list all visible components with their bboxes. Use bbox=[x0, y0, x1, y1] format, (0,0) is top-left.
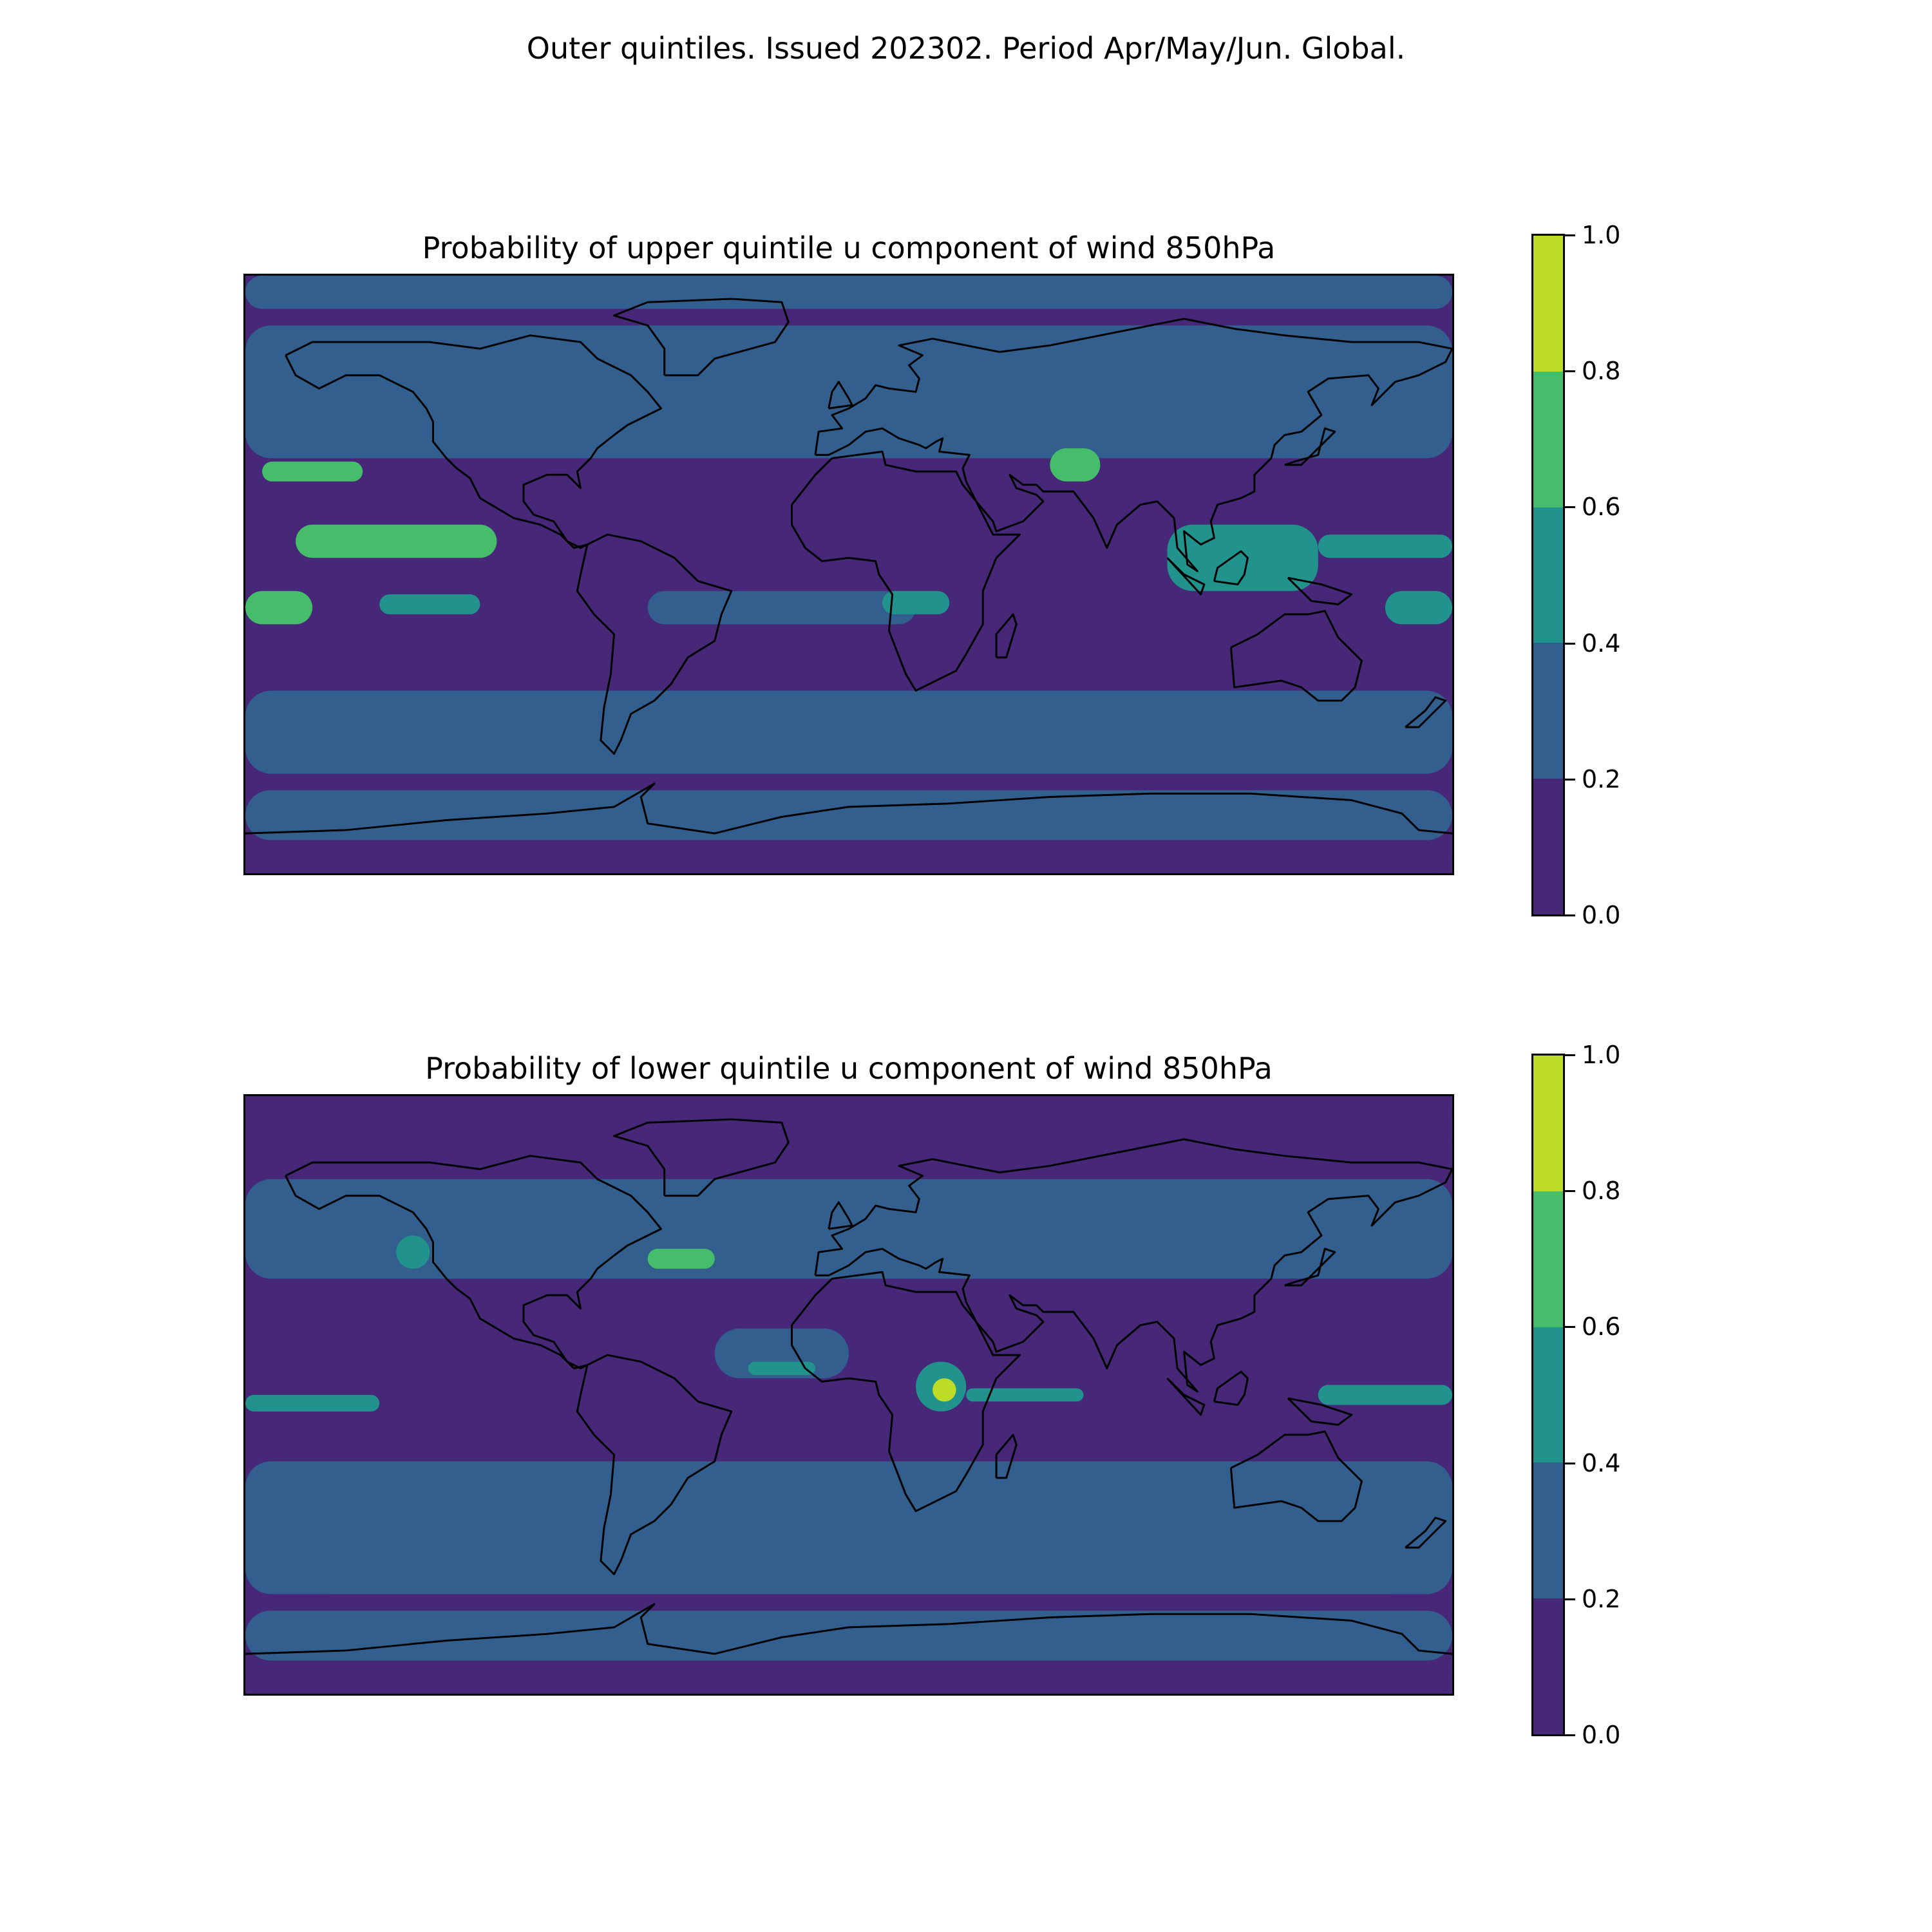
upper-coastline-9 bbox=[1166, 557, 1206, 596]
upper-coastline-1 bbox=[576, 533, 733, 755]
upper-quintile-map bbox=[243, 274, 1454, 875]
upper-coastline-4 bbox=[814, 317, 1452, 573]
upper-probability-region-7 bbox=[647, 591, 916, 625]
upper-coastline-3 bbox=[790, 450, 1021, 692]
lower-probability-region-0 bbox=[245, 1096, 1452, 1146]
lower-coastline-12 bbox=[1405, 1517, 1447, 1549]
upper-probability-region-15 bbox=[245, 840, 1452, 873]
upper-colorbar-segment-1 bbox=[1533, 643, 1563, 779]
upper-colorbar-tick-label: 0.0 bbox=[1582, 901, 1621, 929]
lower-colorbar-tick-label: 0.6 bbox=[1582, 1312, 1621, 1341]
lower-coastline-13 bbox=[995, 1434, 1018, 1479]
upper-colorbar-tick-label: 0.8 bbox=[1582, 357, 1621, 386]
upper-coastline-5 bbox=[1229, 610, 1363, 702]
lower-probability-region-8 bbox=[966, 1388, 1084, 1402]
lower-colorbar-tick-label: 0.8 bbox=[1582, 1177, 1621, 1206]
upper-colorbar-tick-label: 0.4 bbox=[1582, 629, 1621, 658]
lower-colorbar-tick-label: 1.0 bbox=[1582, 1041, 1621, 1069]
lower-coastline-10 bbox=[1213, 1370, 1249, 1406]
lower-colorbar-segment-2 bbox=[1533, 1327, 1563, 1463]
upper-probability-region-0 bbox=[245, 276, 1452, 309]
upper-colorbar-tick-mark bbox=[1565, 914, 1575, 916]
upper-coastline-2 bbox=[613, 298, 790, 377]
lower-colorbar-tick-label: 0.2 bbox=[1582, 1584, 1621, 1613]
lower-coastline-9 bbox=[1166, 1378, 1206, 1416]
upper-coastline-12 bbox=[1405, 696, 1447, 728]
lower-coastline-1 bbox=[576, 1354, 733, 1575]
upper-coastline-8 bbox=[1284, 427, 1336, 466]
figure-suptitle: Outer quintiles. Issued 202302. Period A… bbox=[526, 31, 1406, 66]
lower-colorbar-segment-0 bbox=[1533, 1598, 1563, 1734]
upper-colorbar-tick-mark bbox=[1565, 642, 1575, 645]
lower-coastline-8 bbox=[1284, 1247, 1336, 1287]
upper-probability-region-3 bbox=[296, 524, 497, 558]
upper-colorbar-tick-mark bbox=[1565, 778, 1575, 781]
upper-probability-region-12 bbox=[1385, 591, 1452, 625]
upper-probability-region-5 bbox=[245, 591, 313, 625]
lower-probability-region-2 bbox=[396, 1235, 430, 1269]
upper-coastline-11 bbox=[1287, 576, 1353, 605]
lower-map-title: Probability of lower quintile u componen… bbox=[425, 1051, 1273, 1086]
upper-colorbar-segment-4 bbox=[1533, 236, 1563, 372]
lower-colorbar-tick-label: 0.0 bbox=[1582, 1721, 1621, 1749]
upper-probability-region-10 bbox=[1167, 524, 1318, 591]
upper-probability-region-11 bbox=[1318, 535, 1452, 558]
lower-probability-region-13 bbox=[245, 1611, 1452, 1661]
lower-colorbar-tick-mark bbox=[1565, 1190, 1575, 1193]
upper-probability-region-1 bbox=[245, 325, 1452, 459]
lower-colorbar-segment-4 bbox=[1533, 1056, 1563, 1191]
lower-quintile-map bbox=[243, 1094, 1454, 1696]
upper-coastline-7 bbox=[828, 381, 853, 410]
lower-colorbar-segment-1 bbox=[1533, 1463, 1563, 1599]
upper-coastline-10 bbox=[1213, 550, 1249, 585]
lower-colorbar-tick-mark bbox=[1565, 1326, 1575, 1329]
lower-probability-region-12 bbox=[245, 1461, 1452, 1595]
lower-coastline-11 bbox=[1287, 1397, 1353, 1426]
lower-colorbar-tick-label: 0.4 bbox=[1582, 1448, 1621, 1477]
lower-coastline-7 bbox=[828, 1201, 853, 1230]
lower-colorbar bbox=[1531, 1054, 1565, 1736]
upper-map-title: Probability of upper quintile u componen… bbox=[422, 231, 1276, 265]
lower-coastline-3 bbox=[790, 1271, 1021, 1512]
upper-coastline-13 bbox=[995, 613, 1018, 659]
upper-probability-region-8 bbox=[882, 591, 950, 614]
lower-probability-region-4 bbox=[714, 1328, 849, 1379]
lower-coastline-2 bbox=[613, 1118, 790, 1197]
lower-colorbar-tick-mark bbox=[1565, 1734, 1575, 1736]
lower-probability-region-7 bbox=[933, 1378, 956, 1402]
upper-colorbar-tick-mark bbox=[1565, 234, 1575, 236]
upper-coastline-0 bbox=[285, 334, 663, 549]
lower-colorbar-tick-mark bbox=[1565, 1054, 1575, 1056]
upper-probability-region-13 bbox=[245, 690, 1452, 774]
upper-probability-region-14 bbox=[245, 790, 1452, 840]
lower-colorbar-tick-mark bbox=[1565, 1462, 1575, 1464]
upper-colorbar-tick-label: 0.6 bbox=[1582, 493, 1621, 522]
lower-colorbar-tick-mark bbox=[1565, 1598, 1575, 1600]
upper-colorbar-tick-mark bbox=[1565, 506, 1575, 509]
upper-colorbar-tick-label: 0.2 bbox=[1582, 764, 1621, 793]
upper-probability-region-9 bbox=[1050, 448, 1101, 482]
upper-colorbar-tick-label: 1.0 bbox=[1582, 221, 1621, 249]
upper-colorbar-tick-mark bbox=[1565, 370, 1575, 373]
upper-colorbar-segment-2 bbox=[1533, 507, 1563, 643]
upper-colorbar-segment-0 bbox=[1533, 779, 1563, 914]
upper-probability-region-6 bbox=[379, 594, 480, 614]
upper-colorbar bbox=[1531, 234, 1565, 916]
lower-coastline-0 bbox=[285, 1155, 663, 1370]
lower-probability-region-10 bbox=[1318, 1385, 1452, 1405]
lower-coastline-5 bbox=[1229, 1430, 1363, 1522]
upper-probability-region-4 bbox=[262, 461, 363, 482]
upper-colorbar-segment-3 bbox=[1533, 371, 1563, 507]
lower-probability-region-9 bbox=[245, 1395, 380, 1412]
upper-coastline-6 bbox=[245, 782, 1452, 835]
lower-coastline-4 bbox=[814, 1138, 1452, 1393]
lower-probability-region-14 bbox=[245, 1660, 1452, 1694]
lower-probability-region-3 bbox=[647, 1249, 715, 1269]
lower-colorbar-segment-3 bbox=[1533, 1191, 1563, 1327]
lower-probability-region-5 bbox=[748, 1361, 815, 1376]
lower-coastline-6 bbox=[245, 1603, 1452, 1655]
